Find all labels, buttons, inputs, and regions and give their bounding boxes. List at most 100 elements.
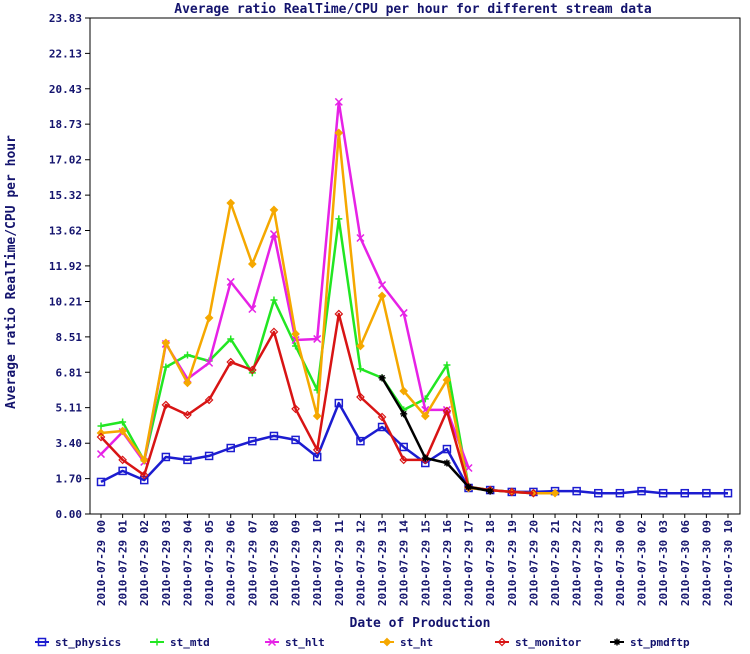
y-tick-label: 0.00 [56, 508, 83, 521]
y-tick-label: 11.92 [49, 260, 82, 273]
marker [443, 459, 451, 467]
marker [312, 445, 322, 455]
marker [356, 233, 365, 243]
legend-label: st_mtd [170, 636, 210, 649]
x-tick-label: 2010-07-30 09 [700, 520, 713, 606]
y-tick-label: 13.62 [49, 225, 82, 238]
marker [226, 357, 236, 367]
x-tick-label: 2010-07-29 19 [506, 520, 519, 606]
marker [615, 488, 625, 498]
legend-label: st_physics [55, 636, 121, 649]
x-tick-label: 2010-07-30 02 [636, 520, 649, 606]
marker [204, 451, 214, 461]
marker [594, 488, 603, 498]
marker [183, 410, 192, 420]
marker [723, 488, 733, 498]
chart-title: Average ratio RealTime/CPU per hour for … [174, 2, 652, 17]
marker [119, 418, 127, 426]
marker [139, 475, 149, 485]
marker [248, 436, 257, 446]
marker [378, 374, 386, 382]
marker [270, 296, 278, 304]
y-tick-label: 18.73 [49, 118, 82, 131]
marker [442, 375, 452, 385]
marker [226, 198, 236, 208]
x-tick-label: 2010-07-29 13 [376, 520, 389, 606]
x-tick-label: 2010-07-29 17 [463, 520, 476, 606]
x-tick-label: 2010-07-30 06 [679, 520, 692, 606]
marker [334, 128, 344, 138]
marker [313, 334, 322, 343]
x-tick-label: 2010-07-29 18 [484, 520, 497, 606]
marker [267, 637, 277, 647]
x-axis-label: Date of Production [350, 616, 491, 631]
y-tick-label: 1.70 [56, 473, 83, 486]
y-tick-label: 20.43 [49, 83, 82, 96]
marker [183, 378, 192, 388]
marker [334, 97, 343, 106]
y-tick-label: 15.32 [49, 189, 82, 202]
marker [658, 488, 668, 498]
marker [399, 442, 408, 452]
x-tick-label: 2010-07-29 06 [225, 520, 238, 606]
marker [399, 455, 409, 465]
marker [356, 341, 365, 351]
marker [378, 281, 387, 290]
x-tick-label: 2010-07-29 02 [138, 520, 151, 606]
marker [312, 411, 322, 421]
marker [421, 454, 429, 462]
marker [227, 335, 235, 343]
x-tick-label: 2010-07-29 10 [311, 520, 324, 606]
y-tick-label: 3.40 [56, 437, 83, 450]
x-tick-label: 2010-07-29 09 [290, 520, 303, 606]
marker [529, 488, 538, 498]
marker [139, 470, 149, 480]
marker [486, 487, 494, 495]
marker [356, 392, 365, 402]
y-tick-label: 10.21 [49, 295, 82, 308]
marker [269, 327, 279, 337]
marker [497, 637, 507, 647]
marker [680, 488, 690, 498]
y-axis-label: Average ratio RealTime/CPU per hour [4, 135, 19, 409]
x-tick-label: 2010-07-29 23 [592, 520, 605, 606]
marker [291, 404, 300, 414]
marker [269, 230, 278, 239]
y-tick-label: 8.51 [56, 331, 83, 344]
marker [377, 412, 387, 422]
y-tick-label: 6.81 [56, 366, 83, 379]
marker [291, 435, 300, 445]
marker [334, 309, 344, 319]
marker [465, 483, 473, 491]
marker [162, 363, 170, 371]
marker [247, 259, 257, 269]
marker [637, 486, 646, 496]
legend-label: st_hlt [285, 636, 325, 649]
x-tick-label: 2010-07-29 16 [441, 520, 454, 606]
marker [118, 455, 127, 465]
marker [442, 406, 452, 416]
marker [183, 351, 191, 359]
marker [204, 395, 214, 405]
legend-label: st_monitor [515, 636, 582, 649]
y-tick-label: 17.02 [49, 154, 82, 167]
marker [335, 215, 343, 223]
marker [96, 450, 106, 459]
marker [572, 486, 581, 496]
x-tick-label: 2010-07-29 22 [571, 520, 584, 606]
marker [377, 422, 387, 432]
marker [550, 488, 560, 498]
x-tick-label: 2010-07-29 20 [527, 520, 540, 606]
marker [205, 358, 214, 367]
marker [377, 291, 387, 301]
marker [613, 638, 621, 646]
marker [118, 426, 127, 436]
x-tick-label: 2010-07-29 01 [117, 520, 130, 606]
marker [443, 361, 451, 369]
marker [161, 400, 171, 410]
marker [247, 365, 257, 375]
marker [161, 338, 171, 348]
x-tick-label: 2010-07-29 07 [246, 520, 259, 606]
